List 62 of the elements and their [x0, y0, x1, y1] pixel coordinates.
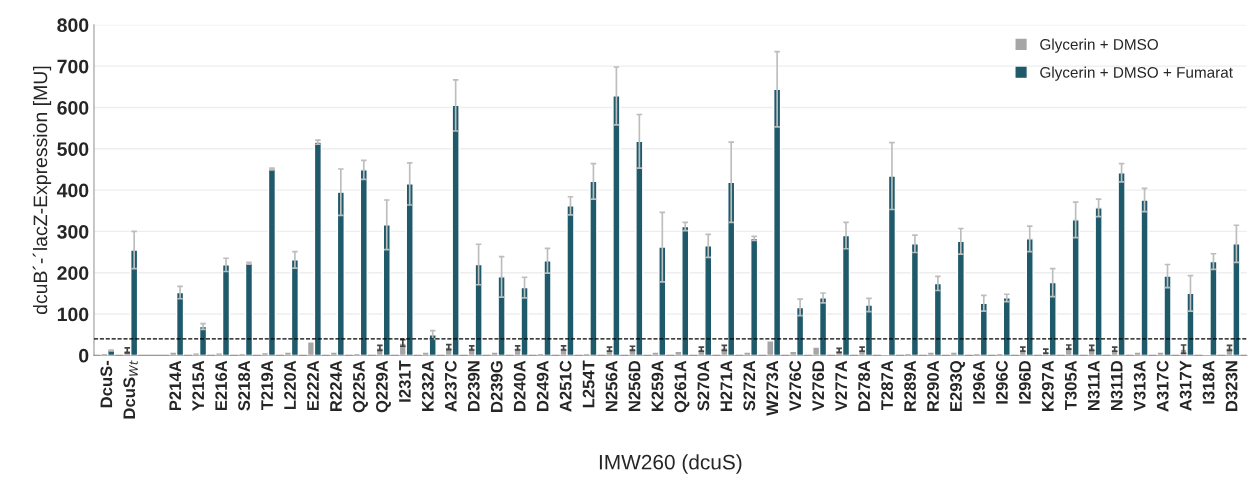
x-tick-label: D239N: [467, 361, 480, 411]
y-tick-label: 100: [57, 307, 89, 322]
x-tick-label: A317C: [1156, 360, 1169, 412]
x-tick-label: T219A: [261, 360, 273, 411]
x-tick-label: N311D: [1110, 360, 1123, 411]
x-tick-label: S272A: [743, 360, 756, 411]
x-tick-label: S270A: [697, 360, 710, 411]
x-tick-label: R224A: [330, 360, 342, 411]
x-tick-label: R290A: [927, 360, 939, 411]
x-tick-label: N311A: [1087, 360, 1100, 411]
x-tick-label: R289A: [904, 360, 916, 411]
x-tick-label: N256A: [605, 360, 618, 411]
x-tick-label: T305A: [1064, 360, 1077, 411]
x-tick-label: I231T: [398, 360, 411, 402]
x-tick-label: I318A: [1202, 360, 1215, 404]
x-tick-label: I296C: [996, 360, 1008, 404]
x-tick-label: D249A: [536, 360, 549, 411]
y-tick-label: 600: [57, 100, 89, 115]
x-tick-label: T287A: [881, 360, 893, 411]
x-tick-label: Y215A: [192, 360, 205, 411]
y-tick-label: 800: [57, 18, 89, 33]
x-tick-label: DcuS$_{Wt}$: [123, 360, 138, 419]
legend-label: Glycerin + DMSO + Fumarat: [1040, 66, 1233, 81]
x-tick-label: V277A: [835, 360, 847, 412]
x-tick-label: V276D: [812, 360, 825, 412]
x-tick-label: A237C: [444, 360, 457, 412]
y-tick-label: 700: [57, 59, 89, 74]
x-tick-label: I296D: [1018, 360, 1031, 404]
x-tick-label: D239G: [490, 361, 503, 412]
x-tick-label: K297A: [1041, 360, 1054, 411]
x-tick-label: A251C: [559, 360, 572, 412]
x-tick-label: S218A: [238, 360, 251, 411]
x-tick-label: L220A: [284, 360, 296, 410]
x-tick-label: I296A: [973, 360, 985, 404]
x-tick-label: P214A: [169, 360, 181, 411]
y-axis-title: dcuB´-´lacZ-Expression [MU]: [32, 66, 52, 315]
legend-label: Glycerin + DMSO: [1040, 38, 1158, 53]
y-tick-label: 200: [57, 266, 89, 280]
x-tick-label: K232A: [421, 360, 434, 411]
x-tick-label: Q225A: [353, 360, 368, 413]
y-tick-label: 500: [57, 142, 89, 157]
x-tick-label: V313A: [1133, 360, 1146, 412]
x-tick-label: Q229A: [375, 360, 391, 413]
y-tick-label: 300: [57, 224, 89, 239]
x-tick-label: D278A: [858, 360, 871, 411]
x-tick-label: D240A: [513, 360, 526, 411]
y-tick-label: 0: [79, 348, 89, 363]
x-tick-label: A317Y: [1179, 360, 1192, 411]
y-tick-label: 400: [56, 183, 89, 198]
x-axis-title: IMW260 (dcuS): [599, 454, 742, 474]
x-tick-label: E216A: [215, 360, 228, 411]
x-tick-label: V276C: [789, 360, 802, 412]
x-tick-label: Q261A: [674, 360, 690, 413]
x-tick-label: D323N: [1225, 361, 1238, 411]
x-tick-label: DcuS-: [100, 360, 113, 408]
x-tick-label: E293Q: [950, 360, 965, 411]
x-tick-label: H271A: [720, 360, 733, 411]
x-tick-label: W273A: [766, 360, 779, 416]
x-tick-label: K259A: [651, 360, 664, 411]
x-tick-label: E222A: [307, 360, 319, 411]
x-tick-label: L254T: [582, 360, 595, 408]
x-tick-label: N256D: [628, 360, 641, 411]
